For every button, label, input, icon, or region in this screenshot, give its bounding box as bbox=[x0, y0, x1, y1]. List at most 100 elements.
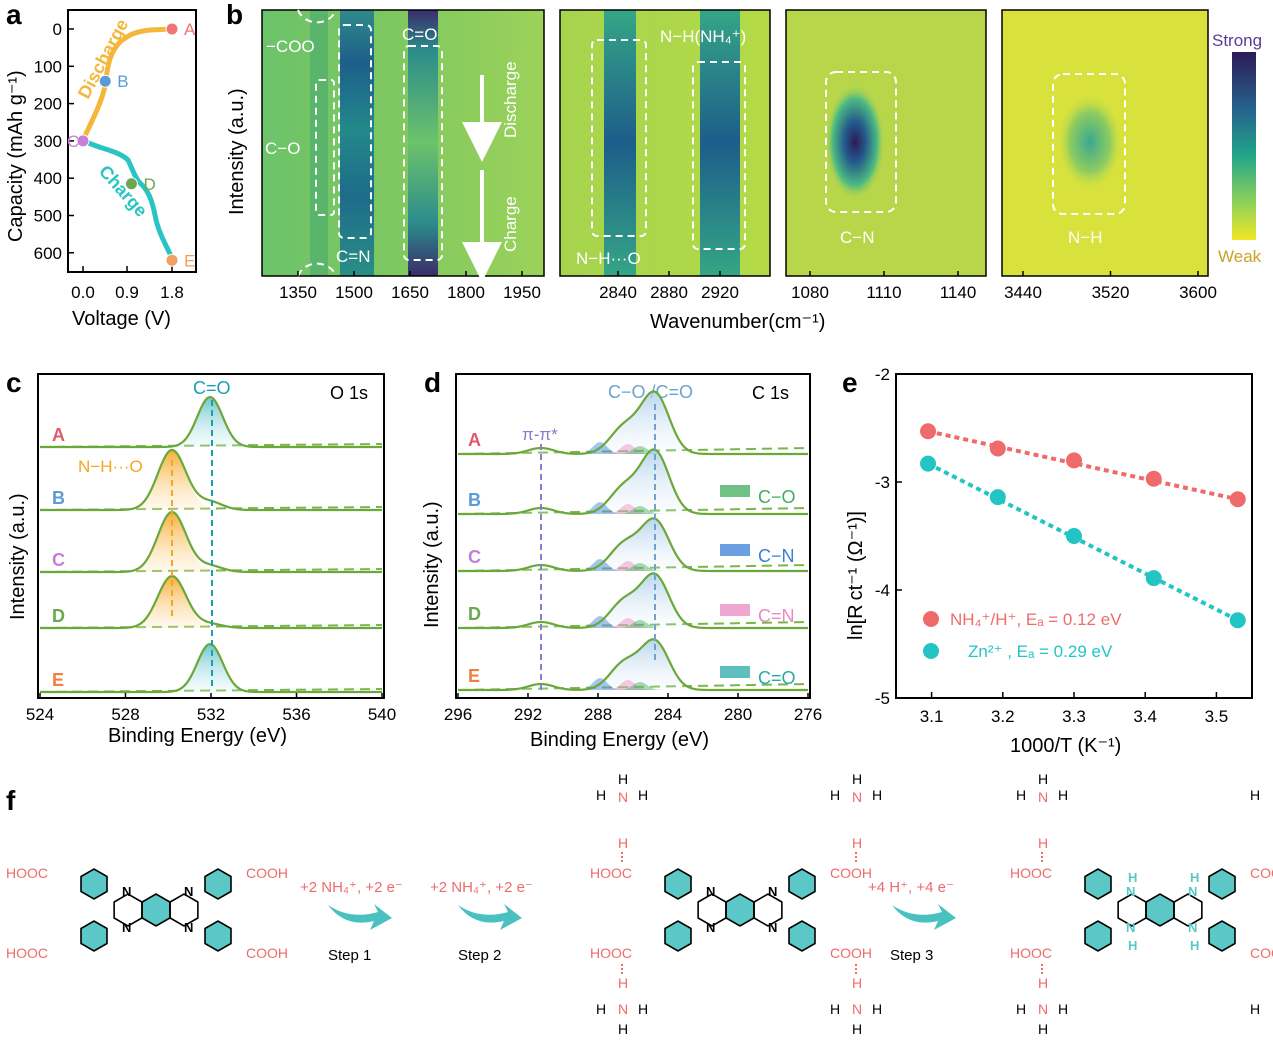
panel-b: b Intensity (a.u.) −COO C−O C=N C=O Disc… bbox=[226, 0, 1262, 333]
spectrum-line bbox=[458, 448, 808, 516]
a-ytick-label: 600 bbox=[34, 244, 62, 263]
nh4-h: H bbox=[872, 787, 882, 803]
panel-b-label: b bbox=[226, 0, 243, 30]
data-point bbox=[1066, 528, 1082, 544]
nh4-n: N bbox=[618, 789, 628, 805]
n-atom: N bbox=[768, 920, 777, 935]
nh4-n: N bbox=[852, 1001, 862, 1017]
panel-c-xlabel: Binding Energy (eV) bbox=[108, 725, 287, 747]
ring bbox=[788, 920, 816, 952]
cooh-bottom: COOH bbox=[830, 945, 872, 961]
colorbar-strong-label: Strong bbox=[1212, 31, 1262, 50]
cooh-bottom: COOH bbox=[1250, 945, 1273, 961]
n-atom: N bbox=[184, 920, 193, 935]
n-atom: N bbox=[1126, 920, 1135, 935]
ftir-map-1-xticks: 1350 1500 1650 1800 1950 bbox=[279, 271, 541, 302]
row-label-D: D bbox=[468, 604, 481, 624]
nh4-h: H bbox=[618, 1021, 628, 1037]
a-ytick-label: 400 bbox=[34, 169, 62, 188]
envelope-fill bbox=[458, 518, 808, 571]
point-D bbox=[124, 177, 138, 191]
nh4-n: N bbox=[618, 1001, 628, 1017]
a-ytick-label: 0 bbox=[53, 20, 62, 39]
e-xtick-label: 3.5 bbox=[1205, 707, 1229, 726]
panel-e: e -2 -3 -4 -5 3.1 3.2 3.3 3.4 3.5 NH₄⁺/H⁺, Eₐ =… bbox=[842, 365, 1253, 757]
coo-label: −COO bbox=[266, 37, 315, 56]
xtick-label: 292 bbox=[514, 705, 542, 724]
component-peak bbox=[610, 620, 670, 628]
baseline bbox=[457, 564, 809, 572]
nh4-h: H bbox=[1038, 1021, 1048, 1037]
ftir-map-2-xticks: 2840 2880 2920 bbox=[599, 271, 739, 302]
n-atom: N bbox=[768, 884, 777, 899]
hooc-top: HOOC bbox=[1010, 865, 1052, 881]
n-atom: N bbox=[122, 920, 131, 935]
panel-d-frame bbox=[455, 373, 811, 699]
point-A bbox=[165, 22, 179, 36]
xtick-label: 296 bbox=[444, 705, 472, 724]
colorbar-weak-label: Weak bbox=[1218, 247, 1262, 266]
spectrum-line bbox=[458, 572, 808, 630]
a-xtick-label: 0.0 bbox=[71, 283, 95, 302]
row-label-A: A bbox=[52, 425, 65, 445]
hooc-bottom: HOOC bbox=[1010, 945, 1052, 961]
hooc-bottom: HOOC bbox=[590, 945, 632, 961]
row-label-B: B bbox=[52, 488, 65, 508]
h-atom: H bbox=[1128, 938, 1137, 953]
fit-line-1 bbox=[927, 461, 1239, 623]
legend-zn: Zn²⁺ , Eₐ = 0.29 eV bbox=[968, 642, 1113, 661]
ftir-map-3: C−N 1080 1110 1140 bbox=[785, 9, 987, 302]
arrow-step1 bbox=[328, 904, 392, 930]
panel-f-label: f bbox=[6, 785, 16, 816]
a-ytick-label: 300 bbox=[34, 132, 62, 151]
spectrum-line bbox=[458, 517, 808, 573]
component-peak bbox=[610, 506, 670, 514]
component-peak bbox=[598, 561, 658, 571]
nh-o-label-b: N−H···O bbox=[576, 249, 641, 268]
panel-c-ylabel: Intensity (a.u.) bbox=[7, 493, 29, 620]
panel-d-xticks: 296 292 288 284 280 276 bbox=[444, 693, 822, 724]
xtick-label: 288 bbox=[584, 705, 612, 724]
row-label-E: E bbox=[52, 670, 64, 690]
h-atom: H bbox=[1128, 870, 1137, 885]
row-label-B: B bbox=[468, 490, 481, 510]
panel-c-row-labels: A B C D E bbox=[52, 425, 65, 690]
panel-e-label: e bbox=[842, 367, 858, 398]
nh4-h: H bbox=[830, 1001, 840, 1017]
xtick-label: 532 bbox=[197, 705, 225, 724]
nh4-h-bond: H bbox=[1038, 975, 1048, 991]
nh4-h-bond: H bbox=[852, 975, 862, 991]
ring bbox=[1145, 893, 1175, 927]
a-ytick-label: 200 bbox=[34, 95, 62, 114]
baseline bbox=[457, 683, 809, 691]
spectrum-line bbox=[458, 390, 808, 456]
row-label-E: E bbox=[468, 666, 480, 686]
panel-c-xticks: 524 528 532 536 540 bbox=[26, 693, 396, 724]
xtick-label: 2880 bbox=[650, 283, 688, 302]
cn-label-map3: C−N bbox=[840, 228, 874, 247]
reagents-step3: +4 H⁺, +4 e⁻ bbox=[868, 879, 954, 896]
ring bbox=[204, 868, 232, 900]
xtick-label: 1500 bbox=[335, 283, 373, 302]
ring bbox=[141, 893, 171, 927]
nh4-n: N bbox=[1038, 1001, 1048, 1017]
xtick-label: 536 bbox=[282, 705, 310, 724]
spectrum-line bbox=[40, 395, 382, 449]
data-point bbox=[1229, 491, 1246, 508]
ftir-map-4: N−H 3440 3520 3600 bbox=[1001, 9, 1217, 302]
baseline bbox=[457, 621, 809, 629]
envelope-fill bbox=[458, 573, 808, 628]
ring bbox=[697, 893, 727, 927]
nh4-h: H bbox=[1038, 771, 1048, 787]
data-point bbox=[1145, 570, 1162, 587]
component-peak bbox=[598, 680, 658, 690]
hooc-top: HOOC bbox=[590, 865, 632, 881]
co-peak-label-c: C=O bbox=[193, 378, 231, 398]
nh4-h-bond: H bbox=[618, 835, 628, 851]
xtick-label: 3440 bbox=[1004, 283, 1042, 302]
ring bbox=[169, 893, 199, 927]
nh4-h: H bbox=[1016, 1001, 1026, 1017]
xtick-label: 276 bbox=[794, 705, 822, 724]
xtick-label: 528 bbox=[111, 705, 139, 724]
legend-swatch bbox=[720, 544, 750, 556]
